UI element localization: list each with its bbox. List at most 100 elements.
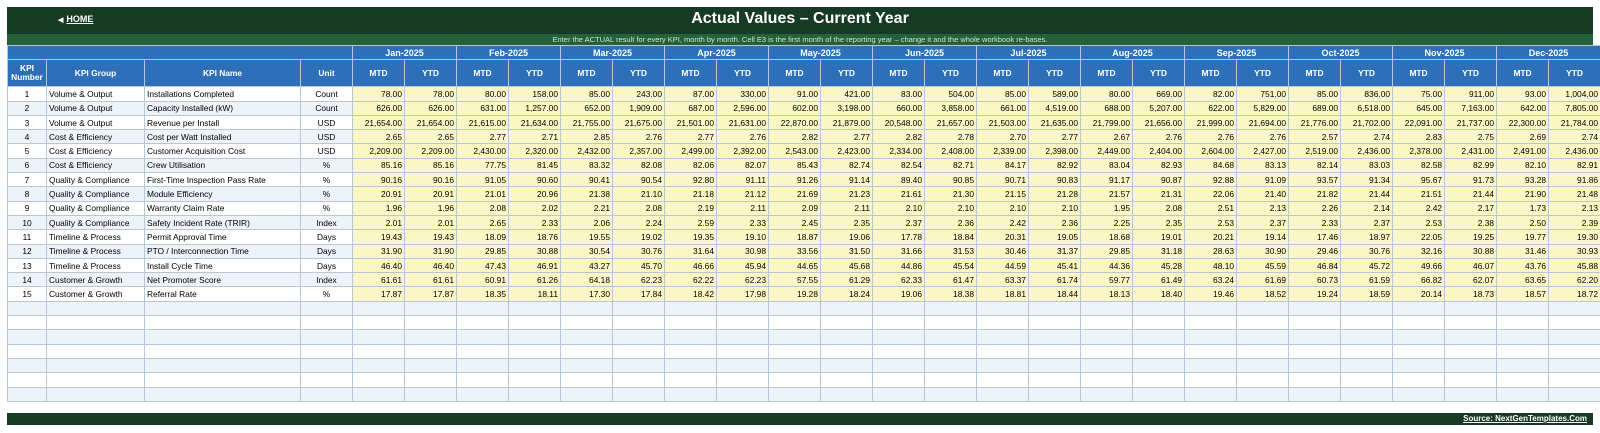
mtd-value-cell[interactable]: 20.21 bbox=[1184, 229, 1238, 245]
ytd-value-cell[interactable]: 61.47 bbox=[924, 272, 977, 288]
ytd-value-cell[interactable]: 19.25 bbox=[1444, 229, 1498, 245]
empty-cell[interactable] bbox=[352, 315, 405, 331]
empty-cell[interactable] bbox=[716, 329, 769, 345]
mtd-value-cell[interactable]: 93.57 bbox=[1288, 172, 1342, 188]
mtd-value-cell[interactable]: 92.88 bbox=[1184, 172, 1238, 188]
ytd-value-cell[interactable]: 21,631.00 bbox=[716, 114, 769, 131]
mtd-value-cell[interactable]: 2.82 bbox=[768, 129, 821, 145]
empty-cell[interactable] bbox=[768, 343, 821, 359]
empty-cell[interactable] bbox=[1028, 343, 1081, 359]
ytd-value-cell[interactable]: 30.88 bbox=[508, 243, 561, 259]
ytd-value-cell[interactable]: 2.71 bbox=[508, 129, 561, 145]
mtd-value-cell[interactable]: 21.90 bbox=[1496, 186, 1550, 202]
mtd-value-cell[interactable]: 21,501.00 bbox=[664, 114, 717, 131]
empty-cell[interactable] bbox=[1184, 372, 1238, 388]
ytd-value-cell[interactable]: 21.28 bbox=[1028, 186, 1081, 202]
mtd-value-cell[interactable]: 85.00 bbox=[560, 86, 613, 102]
empty-cell[interactable] bbox=[664, 372, 717, 388]
ytd-value-cell[interactable]: 421.00 bbox=[820, 86, 873, 102]
empty-cell[interactable] bbox=[1340, 357, 1394, 374]
ytd-value-cell[interactable]: 45.94 bbox=[716, 257, 769, 274]
ytd-value-cell[interactable]: 3,858.00 bbox=[924, 100, 977, 116]
empty-cell[interactable] bbox=[1028, 329, 1081, 345]
empty-cell[interactable] bbox=[924, 300, 977, 317]
empty-cell[interactable] bbox=[404, 357, 457, 374]
empty-cell[interactable] bbox=[820, 343, 873, 359]
ytd-value-cell[interactable]: 2.08 bbox=[1131, 200, 1186, 216]
empty-cell[interactable] bbox=[1131, 357, 1186, 374]
empty-cell[interactable] bbox=[1236, 357, 1290, 374]
ytd-value-cell[interactable]: 46.40 bbox=[404, 257, 457, 274]
mtd-value-cell[interactable]: 18.35 bbox=[456, 286, 509, 302]
ytd-value-cell[interactable]: 21.23 bbox=[820, 186, 873, 202]
empty-cell[interactable] bbox=[1288, 329, 1342, 345]
empty-cell[interactable] bbox=[352, 386, 405, 402]
ytd-value-cell[interactable]: 2.65 bbox=[404, 129, 457, 145]
ytd-value-cell[interactable]: 30.76 bbox=[1340, 243, 1394, 259]
empty-cell[interactable] bbox=[716, 357, 769, 374]
empty-cell[interactable] bbox=[1184, 386, 1238, 402]
empty-cell[interactable] bbox=[1236, 315, 1290, 331]
mtd-value-cell[interactable]: 82.14 bbox=[1288, 157, 1342, 174]
mtd-value-cell[interactable]: 689.00 bbox=[1288, 100, 1342, 116]
empty-cell[interactable] bbox=[1184, 343, 1238, 359]
empty-cell[interactable] bbox=[352, 372, 405, 388]
mtd-value-cell[interactable]: 83.00 bbox=[872, 86, 925, 102]
ytd-value-cell[interactable]: 20.91 bbox=[404, 186, 457, 202]
empty-cell[interactable] bbox=[664, 357, 717, 374]
ytd-value-cell[interactable]: 2.76 bbox=[612, 129, 665, 145]
mtd-value-cell[interactable]: 90.16 bbox=[352, 172, 405, 188]
empty-cell[interactable] bbox=[820, 357, 873, 374]
empty-cell[interactable] bbox=[300, 386, 353, 402]
ytd-value-cell[interactable]: 158.00 bbox=[508, 86, 561, 102]
ytd-value-cell[interactable]: 21,657.00 bbox=[924, 114, 977, 131]
mtd-value-cell[interactable]: 78.00 bbox=[352, 86, 405, 102]
empty-cell[interactable] bbox=[1444, 372, 1498, 388]
ytd-value-cell[interactable]: 18.52 bbox=[1236, 286, 1290, 302]
ytd-value-cell[interactable]: 21.44 bbox=[1340, 186, 1394, 202]
empty-cell[interactable] bbox=[924, 329, 977, 345]
mtd-value-cell[interactable]: 80.00 bbox=[456, 86, 509, 102]
empty-cell[interactable] bbox=[820, 372, 873, 388]
mtd-value-cell[interactable]: 21.38 bbox=[560, 186, 613, 202]
empty-cell[interactable] bbox=[716, 372, 769, 388]
empty-cell[interactable] bbox=[1340, 315, 1394, 331]
empty-cell[interactable] bbox=[768, 300, 821, 317]
empty-cell[interactable] bbox=[1496, 372, 1550, 388]
empty-cell[interactable] bbox=[7, 357, 47, 374]
ytd-value-cell[interactable]: 31.53 bbox=[924, 243, 977, 259]
empty-cell[interactable] bbox=[872, 357, 925, 374]
mtd-value-cell[interactable]: 31.64 bbox=[664, 243, 717, 259]
ytd-value-cell[interactable]: 18.24 bbox=[820, 286, 873, 302]
ytd-value-cell[interactable]: 1,257.00 bbox=[508, 100, 561, 116]
mtd-value-cell[interactable]: 2.53 bbox=[1184, 214, 1238, 231]
mtd-value-cell[interactable]: 63.65 bbox=[1496, 272, 1550, 288]
empty-cell[interactable] bbox=[1080, 357, 1133, 374]
empty-cell[interactable] bbox=[1288, 357, 1342, 374]
ytd-value-cell[interactable]: 2,423.00 bbox=[820, 143, 873, 159]
mtd-value-cell[interactable]: 85.00 bbox=[1288, 86, 1342, 102]
empty-cell[interactable] bbox=[1392, 357, 1446, 374]
mtd-value-cell[interactable]: 2.83 bbox=[1392, 129, 1446, 145]
mtd-value-cell[interactable]: 18.09 bbox=[456, 229, 509, 245]
mtd-value-cell[interactable]: 2.26 bbox=[1288, 200, 1342, 216]
empty-cell[interactable] bbox=[456, 386, 509, 402]
ytd-value-cell[interactable]: 2.08 bbox=[612, 200, 665, 216]
empty-cell[interactable] bbox=[1444, 315, 1498, 331]
mtd-value-cell[interactable]: 2.65 bbox=[456, 214, 509, 231]
empty-cell[interactable] bbox=[456, 315, 509, 331]
ytd-value-cell[interactable]: 90.54 bbox=[612, 172, 665, 188]
ytd-value-cell[interactable]: 19.14 bbox=[1236, 229, 1290, 245]
mtd-value-cell[interactable]: 2,604.00 bbox=[1184, 143, 1238, 159]
empty-cell[interactable] bbox=[820, 386, 873, 402]
empty-cell[interactable] bbox=[872, 343, 925, 359]
ytd-value-cell[interactable]: 21,635.00 bbox=[1028, 114, 1081, 131]
ytd-value-cell[interactable]: 2.76 bbox=[716, 129, 769, 145]
empty-cell[interactable] bbox=[144, 343, 301, 359]
empty-cell[interactable] bbox=[560, 300, 613, 317]
ytd-value-cell[interactable]: 19.30 bbox=[1548, 229, 1600, 245]
ytd-value-cell[interactable]: 17.87 bbox=[404, 286, 457, 302]
mtd-value-cell[interactable]: 602.00 bbox=[768, 100, 821, 116]
empty-cell[interactable] bbox=[716, 343, 769, 359]
ytd-value-cell[interactable]: 45.41 bbox=[1028, 257, 1081, 274]
